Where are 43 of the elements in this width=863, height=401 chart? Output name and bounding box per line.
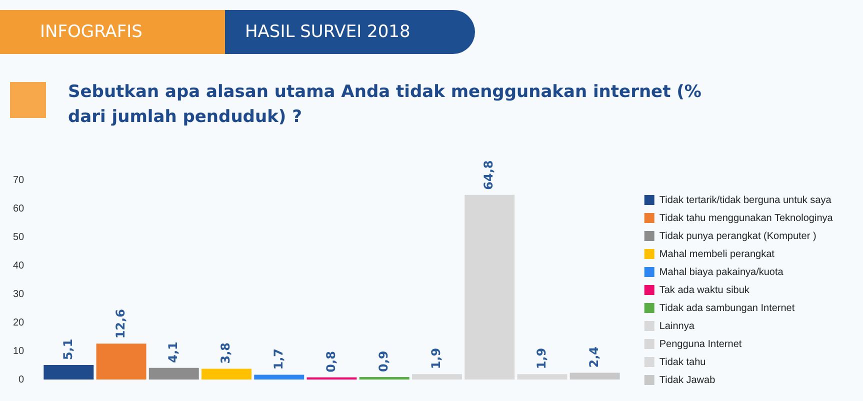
legend-label: Tidak punya perangkat (Komputer ) [659, 230, 816, 242]
data-label: 5,1 [60, 338, 75, 360]
legend-label: Tidak Jawab [659, 374, 716, 386]
y-tick-label: 70 [13, 174, 25, 186]
legend-label: Mahal membeli perangkat [659, 248, 775, 260]
data-label: 1,9 [534, 348, 548, 370]
y-tick-label: 0 [18, 374, 25, 386]
bar [570, 372, 620, 380]
bar [517, 374, 568, 380]
data-label: 12,6 [113, 309, 128, 339]
text: INFOGRAFIS [0, 10, 225, 54]
chart-title: Sebutkan apa alasan utama Anda tidak menggunakan internet (% dari jumlah penduduk) ? [68, 81, 702, 129]
bar [412, 374, 462, 380]
legend-label: Tidak tahu menggunakan Teknologinya [659, 212, 834, 224]
legend-label: Tidak ada sambungan Internet [659, 302, 795, 314]
data-label: 1,7 [271, 348, 286, 370]
data-label: 64,8 [482, 160, 496, 190]
bar [148, 368, 199, 380]
y-tick-label: 10 [13, 346, 25, 357]
text: HASIL SURVEI 2018 [225, 10, 475, 54]
data-label: 4,1 [166, 342, 180, 363]
legend-label: Lainnya [659, 320, 695, 332]
y-tick-label: 50 [13, 232, 25, 243]
bar [254, 374, 304, 380]
legend-label: Tidak tahu [659, 356, 706, 368]
legend-label: Pengguna Internet [659, 338, 742, 350]
y-tick-label: 40 [13, 260, 25, 272]
y-tick-label: 60 [13, 203, 25, 214]
legend-label: Tak ada waktu sibuk [659, 284, 750, 296]
bar [464, 194, 515, 380]
data-label: 3,8 [218, 342, 233, 364]
y-tick-label: 20 [13, 317, 25, 328]
data-label: 1,9 [429, 348, 444, 370]
y-tick-label: 30 [13, 288, 25, 300]
bar [359, 377, 410, 380]
bar [96, 344, 146, 380]
legend-label: Mahal biaya pakainya/kuota [659, 266, 784, 278]
data-label: 0,9 [376, 350, 390, 372]
bar [44, 365, 94, 380]
bar [202, 368, 252, 380]
data-label: 0,8 [324, 351, 338, 372]
legend-label: Tidak tertarik/tidak berguna untuk saya [659, 194, 832, 206]
data-label: 2,4 [586, 346, 601, 368]
